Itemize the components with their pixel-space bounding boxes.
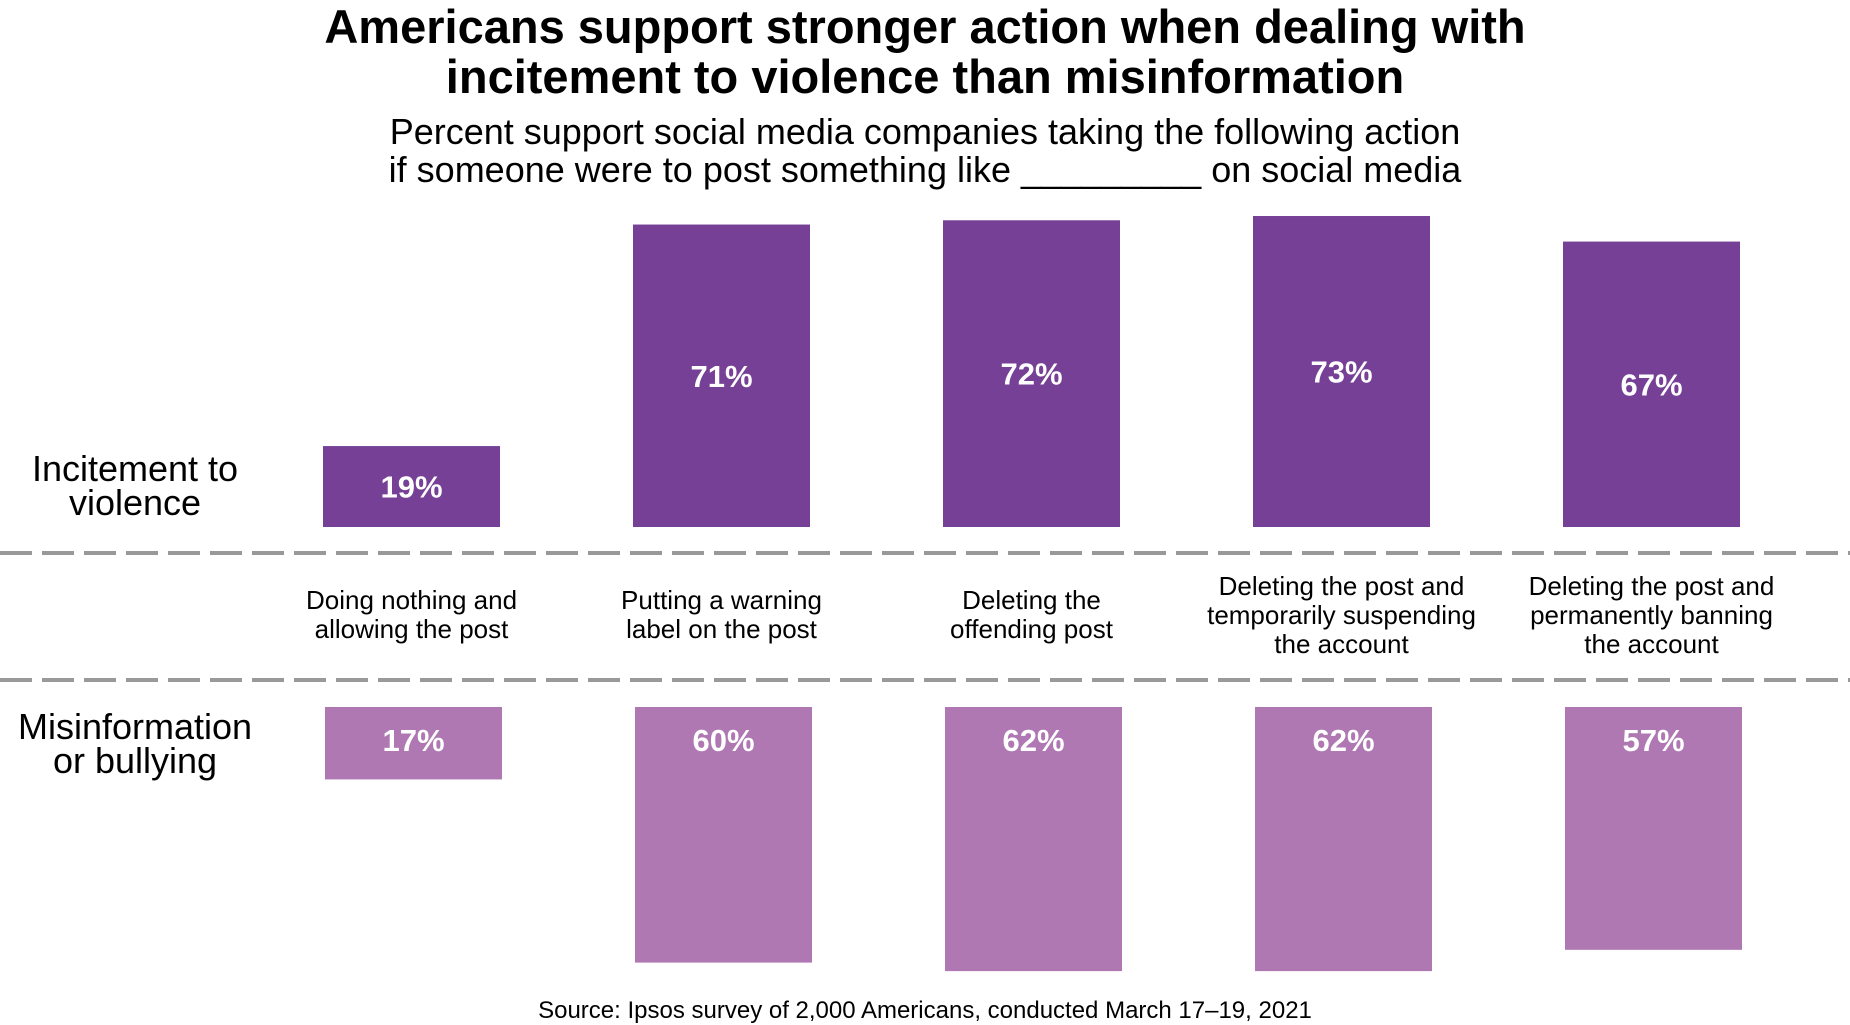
series-label-line: Incitement to: [31, 448, 239, 489]
category-label: Doing nothing and allowing the post: [252, 586, 572, 644]
subtitle-line: if someone were to post something like _…: [388, 149, 1462, 190]
category-label: Deleting the post and temporarily suspend…: [1182, 572, 1502, 659]
category-label: Deleting the post and permanently banning…: [1492, 572, 1812, 659]
bar-misinformation: [945, 707, 1122, 972]
category-label-line: Doing nothing and: [305, 585, 518, 615]
data-label: 19%: [380, 470, 442, 505]
category-label-line: allowing the post: [314, 614, 509, 644]
bar-incitement: [323, 446, 500, 527]
series-label-misinformation: Misinformation or bullying: [0, 706, 270, 781]
bar-misinformation: [325, 707, 502, 780]
series-label-line: or bullying: [52, 740, 218, 781]
category-label-line: the account: [1584, 629, 1719, 659]
category-label-line: Deleting the post and: [1528, 571, 1775, 601]
data-label: 62%: [1002, 723, 1064, 758]
data-label: 67%: [1620, 367, 1682, 402]
chart-subtitle: Percent support social media companies t…: [0, 113, 1850, 189]
data-label: 62%: [1312, 723, 1374, 758]
category-label-line: permanently banning: [1530, 600, 1773, 630]
category-label-line: Deleting the: [962, 585, 1101, 615]
series-label-incitement: Incitement to violence: [0, 448, 270, 523]
category-label-line: Putting a warning: [621, 585, 822, 615]
bar-incitement: [1563, 241, 1740, 527]
subtitle-line: Percent support social media companies t…: [389, 111, 1461, 152]
source-note: Source: Ipsos survey of 2,000 Americans,…: [538, 997, 1312, 1024]
category-label-line: the account: [1274, 629, 1409, 659]
category-label: Putting a warning label on the post: [562, 586, 882, 644]
category-label: Deleting the offending post: [872, 586, 1192, 644]
data-label: 73%: [1310, 355, 1372, 390]
data-label: 17%: [382, 723, 444, 758]
bar-incitement: [943, 220, 1120, 527]
data-label: 57%: [1622, 723, 1684, 758]
category-label-line: temporarily suspending: [1207, 600, 1476, 630]
bar-misinformation: [1255, 707, 1432, 972]
title-line: Americans support stronger action when d…: [324, 0, 1526, 53]
series-label-line: Misinformation: [17, 706, 253, 747]
series-label-line: violence: [68, 482, 202, 523]
category-label-line: offending post: [950, 614, 1113, 644]
title-line: incitement to violence than misinformati…: [445, 50, 1405, 103]
data-label: 72%: [1000, 357, 1062, 392]
bar-incitement: [633, 224, 810, 528]
category-label-line: label on the post: [626, 614, 817, 644]
data-label: 71%: [690, 359, 752, 394]
data-label: 60%: [692, 723, 754, 758]
bar-misinformation: [635, 707, 812, 963]
bar-misinformation: [1565, 707, 1742, 950]
chart-title: Americans support stronger action when d…: [0, 2, 1850, 102]
category-label-line: Deleting the post and: [1218, 571, 1465, 601]
bar-incitement: [1253, 216, 1430, 527]
